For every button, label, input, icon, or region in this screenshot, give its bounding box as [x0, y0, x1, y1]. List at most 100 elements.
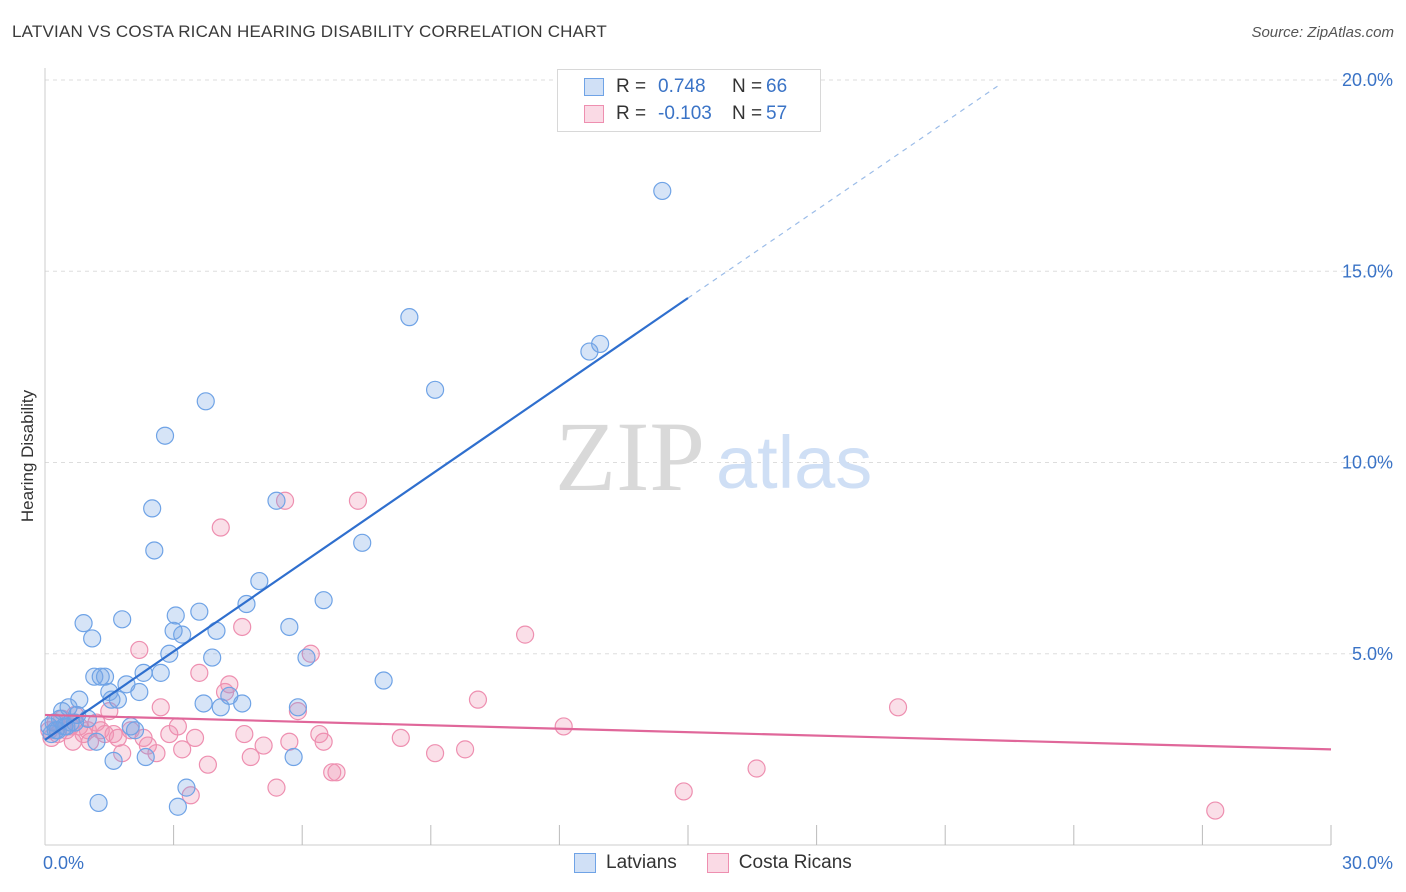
costa-rican-point: [391, 728, 410, 748]
costa-rican-point: [211, 518, 230, 537]
costa-rican-point: [554, 717, 573, 736]
x-tick-label: 30.0%: [1342, 853, 1393, 873]
costa-rican-point: [80, 732, 100, 751]
series-legend: Latvians Costa Ricans: [574, 852, 882, 874]
costa-rican-point: [516, 625, 535, 644]
latvian-point: [653, 181, 672, 201]
x-tick-label: 0.0%: [43, 853, 84, 873]
latvian-point: [400, 308, 419, 327]
latvian-point: [203, 648, 222, 667]
latvian-point: [591, 334, 610, 354]
y-tick-label: 10.0%: [1342, 453, 1393, 473]
y-tick-label: 5.0%: [1352, 644, 1393, 664]
costa-rican-point: [168, 717, 187, 736]
costa-rican-point: [130, 640, 149, 660]
latvian-point: [288, 698, 308, 717]
trend-lines: [44, 83, 1332, 751]
latvian-point: [155, 426, 175, 445]
costa-rican-point: [233, 617, 252, 637]
latvian-point: [108, 690, 127, 709]
latvian-point: [190, 602, 209, 621]
latvian-point: [194, 694, 213, 713]
latvian-point: [113, 610, 132, 629]
costa-rican-point: [267, 778, 286, 797]
costa-rican-point: [425, 744, 445, 763]
costa-rican-point: [888, 698, 908, 717]
costa-rican-point: [327, 763, 346, 782]
costa-rican-point: [185, 728, 205, 748]
latvian-trend-line: [44, 297, 689, 741]
latvian-point: [353, 533, 372, 552]
latvian-point: [177, 778, 196, 797]
costa-rican-point: [455, 740, 475, 759]
latvian-point: [145, 541, 164, 560]
latvian-point: [196, 392, 215, 411]
costa-rican-point: [288, 702, 308, 721]
costa-ricans-swatch: [706, 853, 729, 873]
latvian-point: [70, 690, 89, 709]
latvian-point: [91, 667, 110, 686]
r-label: R =: [616, 76, 647, 97]
latvian-point: [83, 629, 102, 648]
latvians-swatch: [584, 78, 604, 96]
latvian-point: [104, 751, 123, 770]
legend-label-latvians: Latvians: [606, 852, 677, 873]
costa-rican-point: [348, 491, 368, 510]
latvian-point: [374, 671, 393, 690]
latvian-point: [143, 499, 162, 518]
latvian-point: [85, 667, 104, 686]
y-tick-label: 15.0%: [1342, 261, 1393, 281]
n-label: N =: [732, 76, 763, 97]
legend-label-costa-ricans: Costa Ricans: [738, 852, 852, 873]
costa-rican-point: [190, 663, 209, 682]
y-tick-label: 20.0%: [1342, 70, 1393, 90]
latvian-point: [314, 591, 333, 610]
costa-rican-point: [747, 759, 766, 778]
stats-legend: R = 0.748 N = 66 R = -0.103 N = 57: [557, 69, 821, 132]
costa-rican-point: [254, 736, 273, 755]
latvian-point: [87, 732, 106, 751]
y-axis-label: Hearing Disability: [18, 389, 37, 522]
latvian-point: [267, 491, 286, 510]
n-value: 66: [766, 76, 788, 97]
latvian-point: [95, 667, 115, 686]
latvian-point: [297, 648, 316, 667]
r-value: -0.103: [658, 103, 712, 124]
chart-title: LATVIAN VS COSTA RICAN HEARING DISABILIT…: [12, 22, 607, 41]
latvians-swatch: [574, 853, 596, 873]
costa-rican-point: [280, 732, 299, 751]
tick-labels: 5.0% 10.0% 15.0% 20.0% 0.0% 30.0%: [43, 70, 1393, 873]
grid: [45, 79, 1392, 655]
source-label: Source: ZipAtlas.com: [1251, 24, 1394, 41]
costa-rican-point: [674, 782, 693, 801]
n-label: N =: [732, 103, 763, 124]
r-value: 0.748: [658, 76, 706, 97]
costa-rican-trend-line: [44, 713, 1332, 751]
costa-ricans-swatch: [584, 105, 604, 123]
n-value: 57: [766, 103, 788, 124]
latvian-point: [425, 380, 445, 399]
legend-row-costa-ricans: R = -0.103 N = 57: [584, 101, 787, 127]
legend-row-latvians: R = 0.748 N = 66: [584, 74, 787, 100]
latvian-point: [280, 617, 299, 637]
latvian-point: [125, 721, 145, 740]
costa-rican-point: [314, 732, 333, 751]
latvian-point: [151, 663, 170, 682]
latvian-point: [168, 797, 187, 816]
costa-rican-point: [468, 690, 488, 709]
latvian-point: [250, 571, 269, 591]
latvian-point: [78, 709, 97, 728]
latvian-point: [136, 747, 155, 767]
costa-rican-point: [241, 747, 260, 767]
watermark-zip: ZIP: [555, 401, 705, 512]
latvian-point: [284, 747, 303, 767]
latvian-trend-extension: [687, 83, 1002, 299]
latvian-points: [40, 181, 672, 816]
costa-rican-point: [323, 763, 342, 782]
costa-rican-point: [147, 744, 166, 763]
watermark-atlas: atlas: [716, 421, 872, 504]
costa-rican-point: [151, 698, 170, 717]
latvian-point: [164, 621, 183, 640]
costa-rican-point: [235, 724, 254, 744]
